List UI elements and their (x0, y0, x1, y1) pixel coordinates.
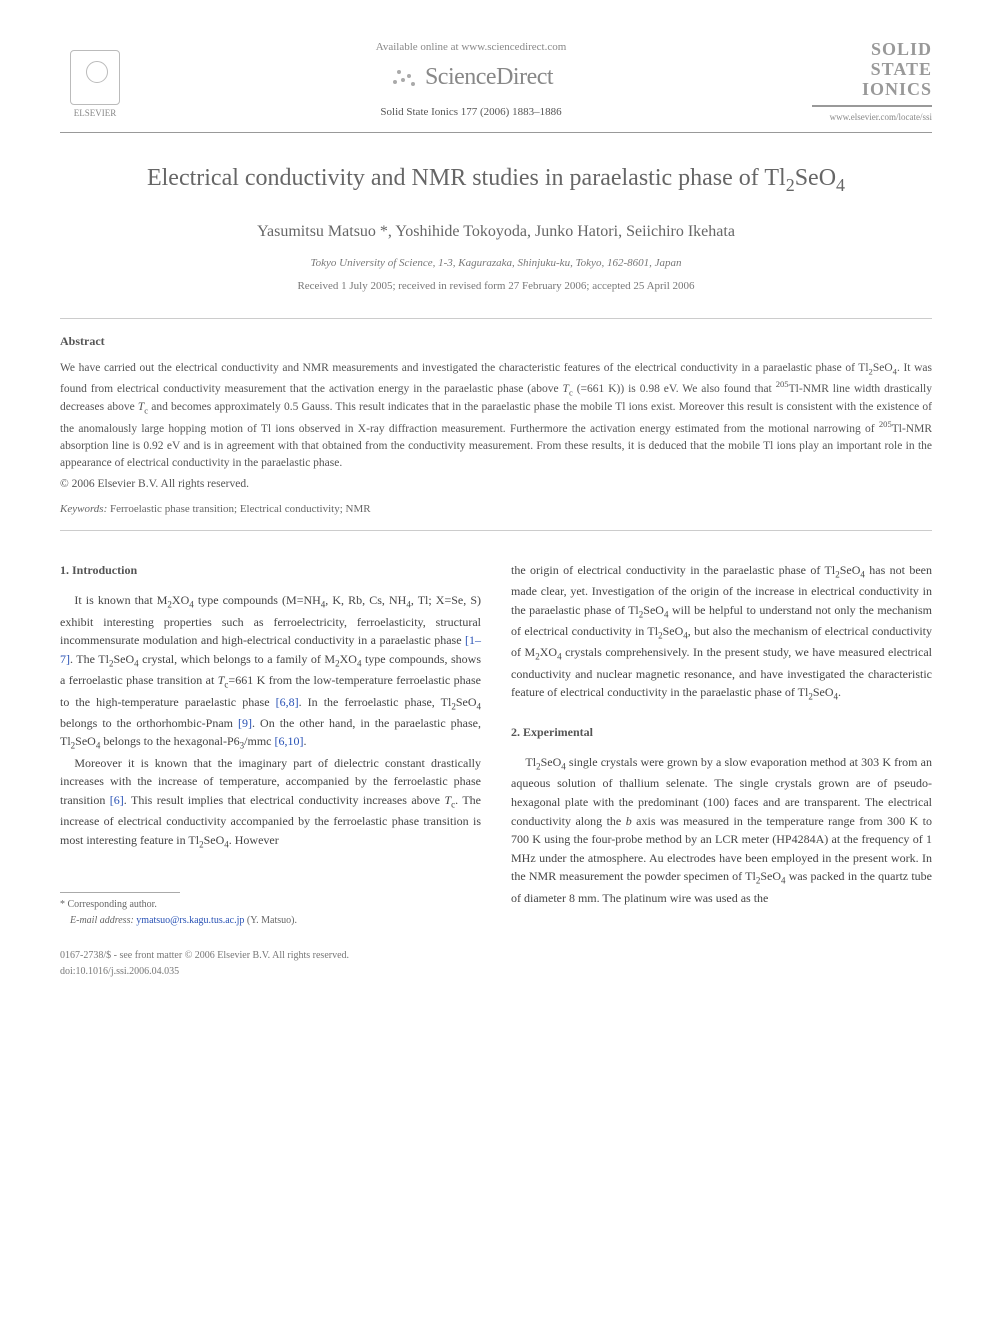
abstract-top-rule (60, 318, 932, 319)
footer-issn: 0167-2738/$ - see front matter © 2006 El… (60, 948, 481, 964)
journal-title: SOLID STATE IONICS (812, 40, 932, 107)
keywords-line: Keywords: Ferroelastic phase transition;… (60, 502, 932, 517)
elsevier-tree-icon (70, 50, 120, 105)
sd-brand-text: ScienceDirect (425, 61, 553, 95)
affiliation: Tokyo University of Science, 1-3, Kagura… (60, 256, 932, 271)
abstract-copyright: © 2006 Elsevier B.V. All rights reserved… (60, 476, 932, 492)
journal-url: www.elsevier.com/locate/ssi (812, 111, 932, 124)
article-title: Electrical conductivity and NMR studies … (60, 163, 932, 197)
email-label: E-mail address: (70, 915, 134, 926)
body-columns: 1. Introduction It is known that M2XO4 t… (60, 561, 932, 979)
available-online-text: Available online at www.sciencedirect.co… (130, 40, 812, 55)
keywords-text: Ferroelastic phase transition; Electrica… (110, 503, 371, 515)
intro-paragraph-2: Moreover it is known that the imaginary … (60, 754, 481, 852)
col2-continuation: the origin of electrical conductivity in… (511, 561, 932, 705)
footnote-rule (60, 892, 180, 893)
email-address[interactable]: ymatsuo@rs.kagu.tus.ac.jp (136, 915, 244, 926)
email-who: (Y. Matsuo). (247, 915, 297, 926)
experimental-heading: 2. Experimental (511, 723, 932, 742)
authors: Yasumitsu Matsuo *, Yoshihide Tokoyoda, … (60, 221, 932, 243)
intro-heading: 1. Introduction (60, 561, 481, 580)
abstract-text: We have carried out the electrical condu… (60, 360, 932, 472)
abstract-heading: Abstract (60, 333, 932, 350)
article-dates: Received 1 July 2005; received in revise… (60, 279, 932, 294)
abstract-bottom-rule (60, 530, 932, 531)
intro-paragraph-1: It is known that M2XO4 type compounds (M… (60, 591, 481, 753)
elsevier-label: ELSEVIER (74, 107, 117, 120)
journal-logo-block: SOLID STATE IONICS www.elsevier.com/loca… (812, 40, 932, 124)
footer-doi: doi:10.1016/j.ssi.2006.04.035 (60, 964, 481, 980)
page-header: ELSEVIER Available online at www.science… (60, 40, 932, 124)
left-column: 1. Introduction It is known that M2XO4 t… (60, 561, 481, 979)
experimental-paragraph-1: Tl2SeO4 single crystals were grown by a … (511, 753, 932, 907)
elsevier-logo: ELSEVIER (60, 40, 130, 120)
footnote-email-line: E-mail address: ymatsuo@rs.kagu.tus.ac.j… (60, 913, 481, 929)
corresponding-author: * Corresponding author. (60, 897, 481, 913)
right-column: the origin of electrical conductivity in… (511, 561, 932, 979)
sd-dots-icon (389, 68, 419, 88)
sciencedirect-logo: ScienceDirect (130, 61, 812, 95)
keywords-label: Keywords: (60, 503, 107, 515)
journal-reference: Solid State Ionics 177 (2006) 1883–1886 (130, 105, 812, 120)
center-header: Available online at www.sciencedirect.co… (130, 40, 812, 120)
footnote-block: * Corresponding author. E-mail address: … (60, 897, 481, 928)
header-rule (60, 132, 932, 133)
